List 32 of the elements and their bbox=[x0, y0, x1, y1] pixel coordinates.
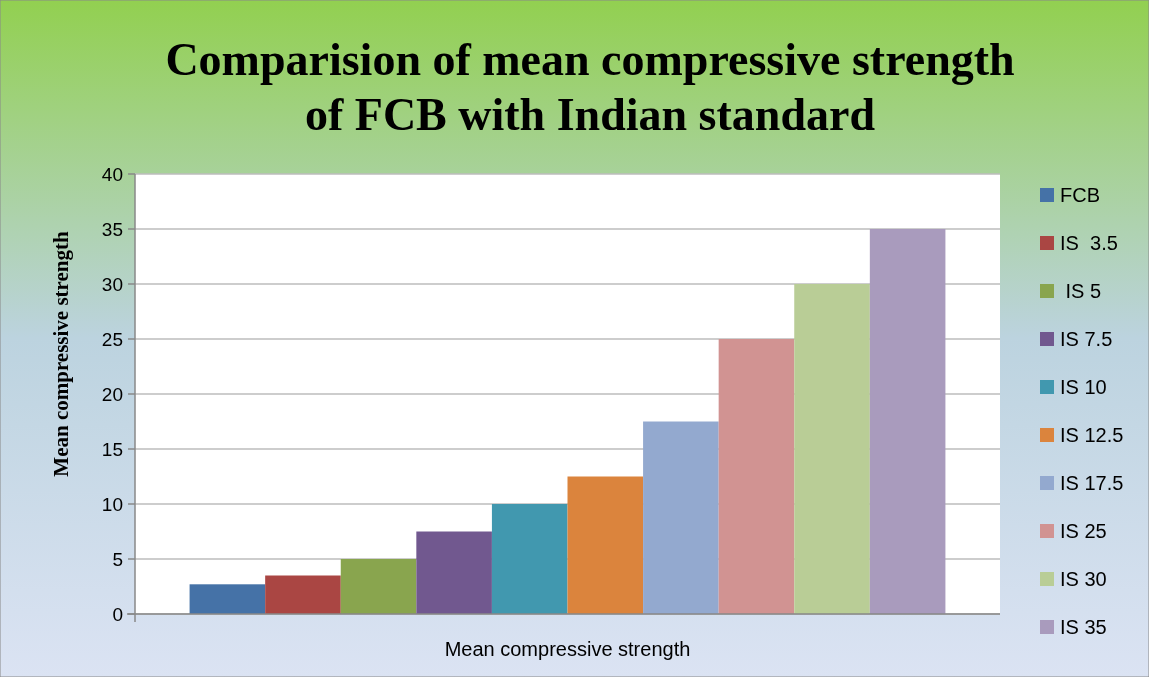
bar bbox=[869, 229, 946, 614]
legend-label: IS 10 bbox=[1060, 376, 1107, 398]
chart-title: Comparision of mean compressive strength of FCB with Indian standard bbox=[165, 34, 1015, 140]
y-tick-label: 35 bbox=[101, 218, 123, 240]
legend-label: IS 7.5 bbox=[1060, 328, 1113, 350]
legend-label: IS 25 bbox=[1060, 520, 1107, 542]
legend-label: IS 5 bbox=[1060, 280, 1102, 302]
bar bbox=[340, 559, 417, 614]
y-tick-label: 10 bbox=[101, 493, 123, 515]
y-tick-label: 25 bbox=[101, 328, 123, 350]
y-tick-label: 30 bbox=[101, 273, 123, 295]
legend-label: FCB bbox=[1060, 184, 1100, 206]
legend-label: IS 35 bbox=[1060, 616, 1107, 638]
x-axis-title: Mean compressive strength bbox=[444, 638, 691, 660]
bar bbox=[416, 531, 492, 614]
y-tick-label: 20 bbox=[101, 383, 123, 405]
bar bbox=[794, 284, 870, 614]
y-tick-label: 40 bbox=[101, 163, 123, 185]
legend-label: IS 17.5 bbox=[1060, 472, 1124, 494]
y-axis-title: Mean compressive strength bbox=[49, 231, 73, 477]
bar bbox=[189, 584, 266, 614]
y-tick-label: 5 bbox=[112, 548, 123, 570]
bar bbox=[643, 421, 719, 614]
legend-label: IS 30 bbox=[1060, 568, 1107, 590]
y-tick-label: 0 bbox=[112, 603, 123, 625]
bar bbox=[491, 504, 568, 614]
bar bbox=[718, 339, 795, 614]
bar bbox=[265, 575, 341, 614]
legend-label: IS 12.5 bbox=[1060, 424, 1124, 446]
y-tick-label: 15 bbox=[101, 438, 123, 460]
bar bbox=[567, 476, 644, 614]
legend-label: IS 3.5 bbox=[1060, 232, 1118, 254]
